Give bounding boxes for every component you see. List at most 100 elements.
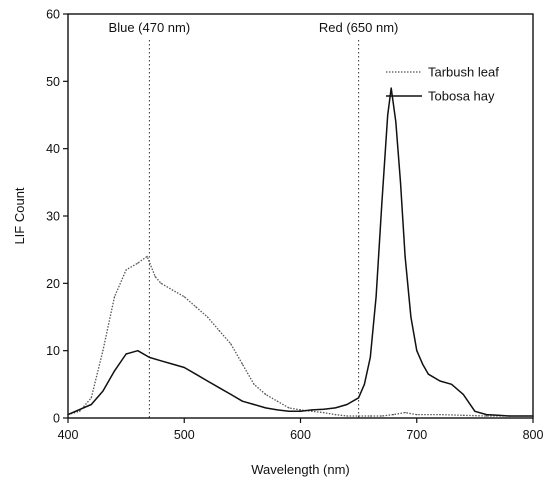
data-point [230,343,232,345]
data-point [183,296,185,298]
x-tick-label: 600 [290,428,311,442]
data-point [241,400,243,402]
data-point [346,415,348,417]
data-point [102,390,104,392]
data-point [358,397,360,399]
data-point [439,380,441,382]
data-point [253,403,255,406]
data-point [375,296,377,298]
annotation-layer: Blue (470 nm) Red (650 nm) [109,20,398,418]
legend-label: Tarbush leaf [428,65,499,80]
data-point [160,360,162,362]
data-point [160,282,162,284]
y-tick-label: 0 [53,412,60,426]
data-point [276,400,278,402]
data-point [154,276,156,278]
y-tick-label: 10 [46,344,60,358]
annotation-label: Blue (470 nm) [109,20,191,35]
y-tick-label: 50 [46,75,60,89]
x-tick-label: 400 [58,428,79,442]
data-point [462,414,464,416]
data-point [323,408,325,410]
data-point [137,350,139,352]
y-tick-label: 60 [46,8,60,22]
data-point [230,393,232,395]
data-point [311,409,313,411]
axis-layer: 400 500 600 700 800 0 10 20 30 40 50 60 [46,8,543,443]
data-point [276,409,278,411]
data-point [395,121,397,123]
y-tick-label: 20 [46,277,60,291]
data-point [390,87,392,89]
series-line [67,255,533,417]
data-point [113,370,116,372]
data-point [474,410,476,412]
data-point [265,393,267,395]
x-tick-label: 800 [523,428,544,442]
data-point [172,289,174,291]
data-point [206,380,209,382]
data-point [137,262,139,264]
x-axis-label: Wavelength (nm) [251,462,350,477]
data-point [363,383,365,385]
data-point [90,403,92,406]
data-point [299,409,302,411]
data-point [299,410,302,412]
data-point [416,414,418,416]
data-point [381,201,383,204]
data-point [520,415,523,417]
data-point [90,397,92,399]
x-tick-label: 700 [406,428,427,442]
data-point [67,414,69,416]
data-point [387,114,389,116]
data-point [416,350,418,352]
data-point [399,181,402,183]
data-point [146,255,148,257]
data-point [462,393,464,395]
series-0 [67,255,534,417]
data-point [183,366,185,369]
data-point [323,412,325,414]
data-point [532,415,534,417]
data-point [253,383,255,385]
data-point [451,383,453,385]
y-tick-label: 30 [46,210,60,224]
data-point [102,350,104,352]
y-tick-label: 40 [46,142,60,156]
data-point [241,363,243,365]
legend: Tarbush leaf Tobosa hay [386,65,499,104]
data-point [288,407,290,409]
data-point [497,414,499,416]
data-point [79,410,81,412]
data-point [125,269,127,271]
series-layer [67,87,534,417]
data-point [218,387,220,389]
data-point [381,415,383,417]
data-point [288,410,290,412]
data-point [218,329,220,332]
data-point [113,296,116,298]
data-point [485,414,488,416]
data-point [404,255,406,257]
data-point [334,414,336,416]
data-point [265,407,267,409]
series-line [67,87,533,417]
data-point [195,306,197,308]
data-point [369,415,371,417]
data-point [346,403,348,406]
series-1 [67,87,534,417]
y-axis-label: LIF Count [12,187,27,244]
data-point [422,363,424,365]
data-point [439,414,441,416]
data-point [195,373,197,375]
data-point [509,415,511,417]
data-point [334,407,336,409]
data-point [369,356,371,358]
x-tick-label: 500 [174,428,195,442]
data-point [485,415,488,417]
data-point [172,363,174,365]
data-point [206,316,209,318]
data-point [410,316,412,318]
data-point [392,414,395,416]
